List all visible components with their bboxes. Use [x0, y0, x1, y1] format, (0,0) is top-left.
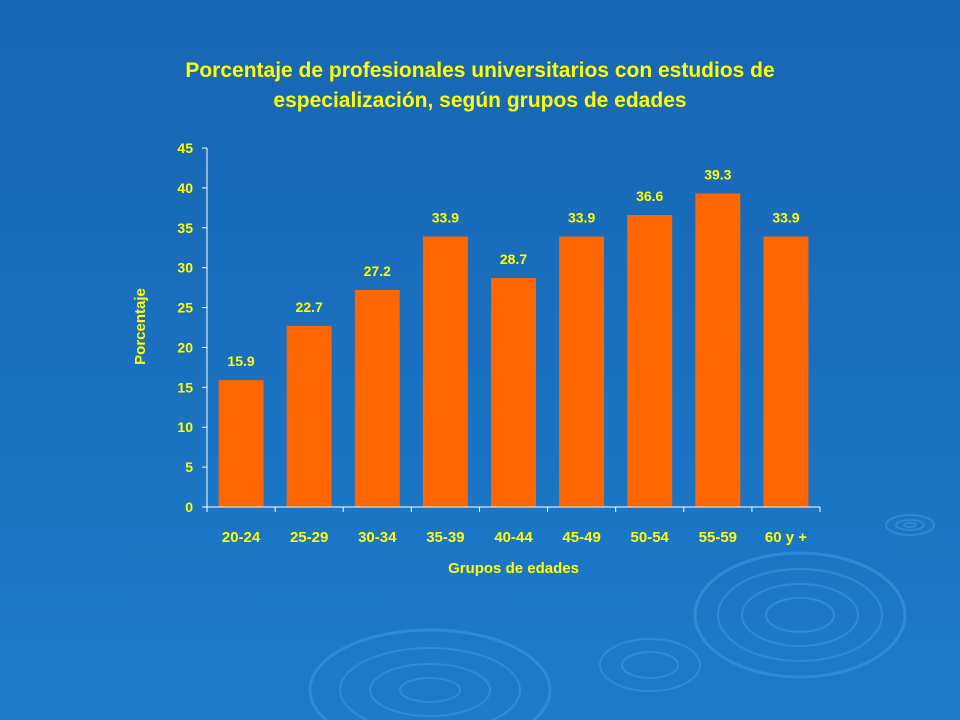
x-tick-label: 30-34	[358, 529, 397, 546]
data-label: 33.9	[568, 210, 595, 226]
bar	[286, 325, 332, 507]
data-label: 28.7	[500, 251, 527, 267]
chart-title-line-1: Porcentaje de profesionales universitari…	[185, 59, 775, 82]
bar	[218, 380, 264, 507]
bar	[763, 236, 809, 507]
data-label: 27.2	[364, 263, 391, 279]
data-label: 33.9	[432, 210, 459, 226]
x-tick-label: 45-49	[562, 529, 600, 546]
y-tick-label: 30	[177, 260, 193, 276]
y-tick-label: 35	[177, 220, 193, 236]
x-tick-label: 60 y +	[765, 529, 807, 546]
chart-title: Porcentaje de profesionales universitari…	[60, 56, 900, 116]
data-label: 36.6	[636, 188, 663, 204]
y-tick-label: 0	[185, 499, 193, 515]
x-tick-label: 20-24	[222, 529, 261, 546]
x-tick-label: 50-54	[631, 529, 670, 546]
y-tick-label: 40	[177, 180, 193, 196]
y-tick-label: 5	[185, 459, 193, 475]
y-axis-title: Porcentaje	[132, 288, 149, 365]
data-label: 33.9	[772, 210, 799, 226]
y-tick-label: 45	[177, 140, 193, 156]
y-tick-label: 10	[177, 419, 193, 435]
data-label: 15.9	[227, 353, 254, 369]
x-tick-label: 40-44	[494, 529, 533, 546]
y-tick-label: 25	[177, 300, 193, 316]
x-tick-label: 55-59	[699, 529, 737, 546]
x-tick-label: 25-29	[290, 529, 328, 546]
x-tick-label: 35-39	[426, 529, 464, 546]
data-label: 39.3	[704, 166, 731, 182]
bar	[559, 236, 605, 507]
data-label: 22.7	[296, 299, 323, 315]
bar	[695, 193, 741, 507]
bar	[354, 290, 400, 507]
bar	[422, 236, 468, 507]
bar	[627, 215, 673, 507]
x-axis-title: Grupos de edades	[448, 560, 579, 577]
y-tick-label: 15	[177, 379, 193, 395]
bar	[491, 278, 536, 507]
chart-title-line-2: especialización, según grupos de edades	[273, 89, 687, 112]
y-tick-label: 20	[177, 339, 193, 355]
